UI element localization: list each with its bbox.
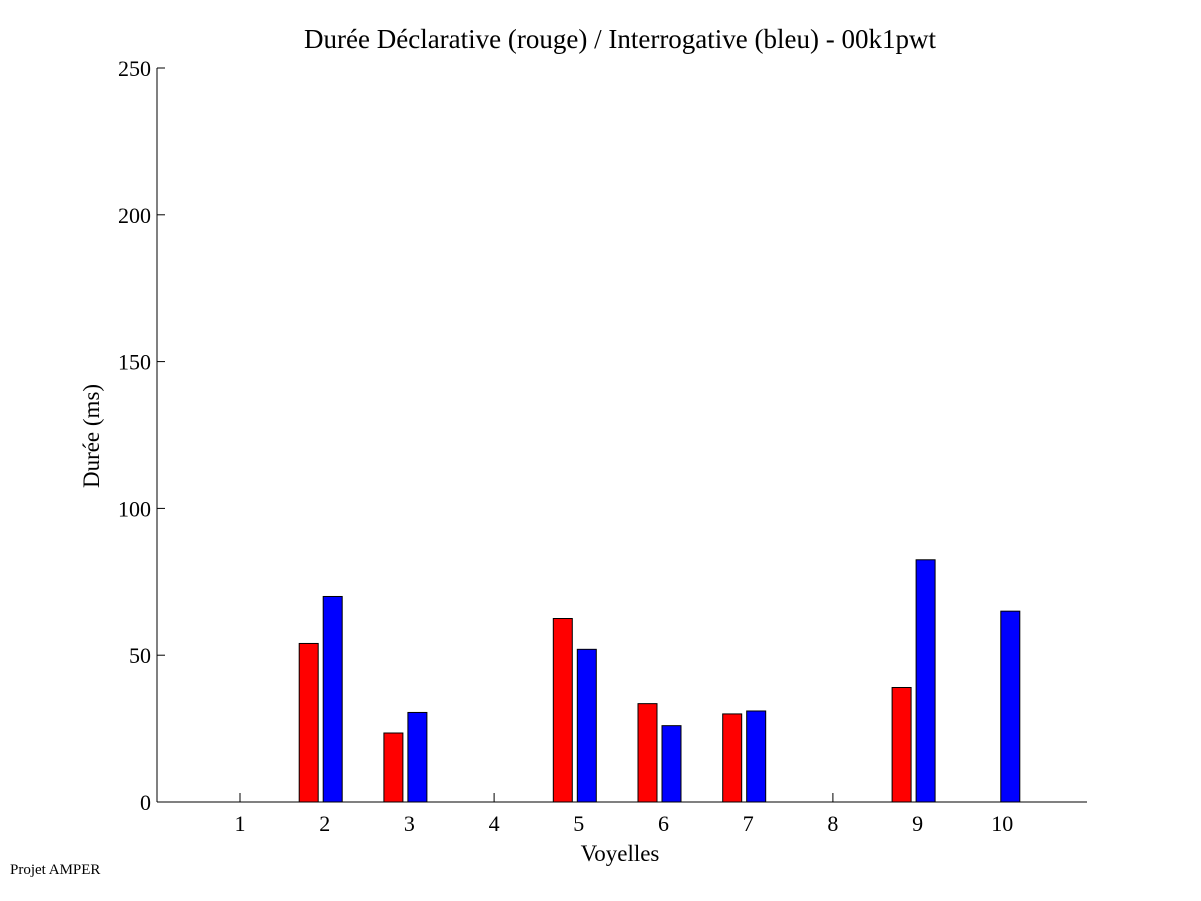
x-tick-label: 10	[991, 811, 1013, 836]
bar-series1-7	[722, 713, 743, 803]
footer-label: Projet AMPER	[10, 862, 101, 878]
x-tick-label: 3	[404, 811, 415, 836]
x-tick-label: 1	[235, 811, 246, 836]
x-tick-label: 9	[912, 811, 923, 836]
bar-series1-5	[552, 618, 573, 803]
y-ticks: 0 50 100 150 200 250	[118, 56, 165, 815]
x-tick-label: 4	[489, 811, 500, 836]
bars	[298, 559, 1021, 803]
y-tick-label: 250	[118, 56, 151, 81]
bar-series2-3	[407, 711, 428, 803]
x-tick-label: 8	[827, 811, 838, 836]
bar-series1-2	[298, 642, 319, 803]
bar-series1-6	[637, 703, 658, 803]
x-tick-label: 5	[573, 811, 584, 836]
bar-series2-9	[915, 559, 936, 803]
y-tick-label: 0	[140, 790, 151, 815]
bar-series2-7	[746, 710, 767, 803]
y-axis-label: Durée (ms)	[79, 384, 104, 488]
x-tick-label: 6	[658, 811, 669, 836]
x-tick-label: 2	[319, 811, 330, 836]
y-tick-label: 200	[118, 203, 151, 228]
bar-series2-2	[322, 595, 343, 803]
x-axis-label: Voyelles	[581, 841, 660, 866]
x-tick-label: 7	[743, 811, 754, 836]
y-tick-label: 150	[118, 350, 151, 375]
bar-series2-10	[1000, 610, 1021, 803]
bar-series1-3	[383, 732, 404, 803]
y-tick-label: 50	[129, 643, 151, 668]
bar-series1-9	[891, 686, 912, 803]
bar-series2-6	[661, 725, 682, 803]
chart-title: Durée Déclarative (rouge) / Interrogativ…	[304, 24, 936, 54]
y-tick-label: 100	[118, 496, 151, 521]
bar-series2-5	[576, 648, 597, 803]
